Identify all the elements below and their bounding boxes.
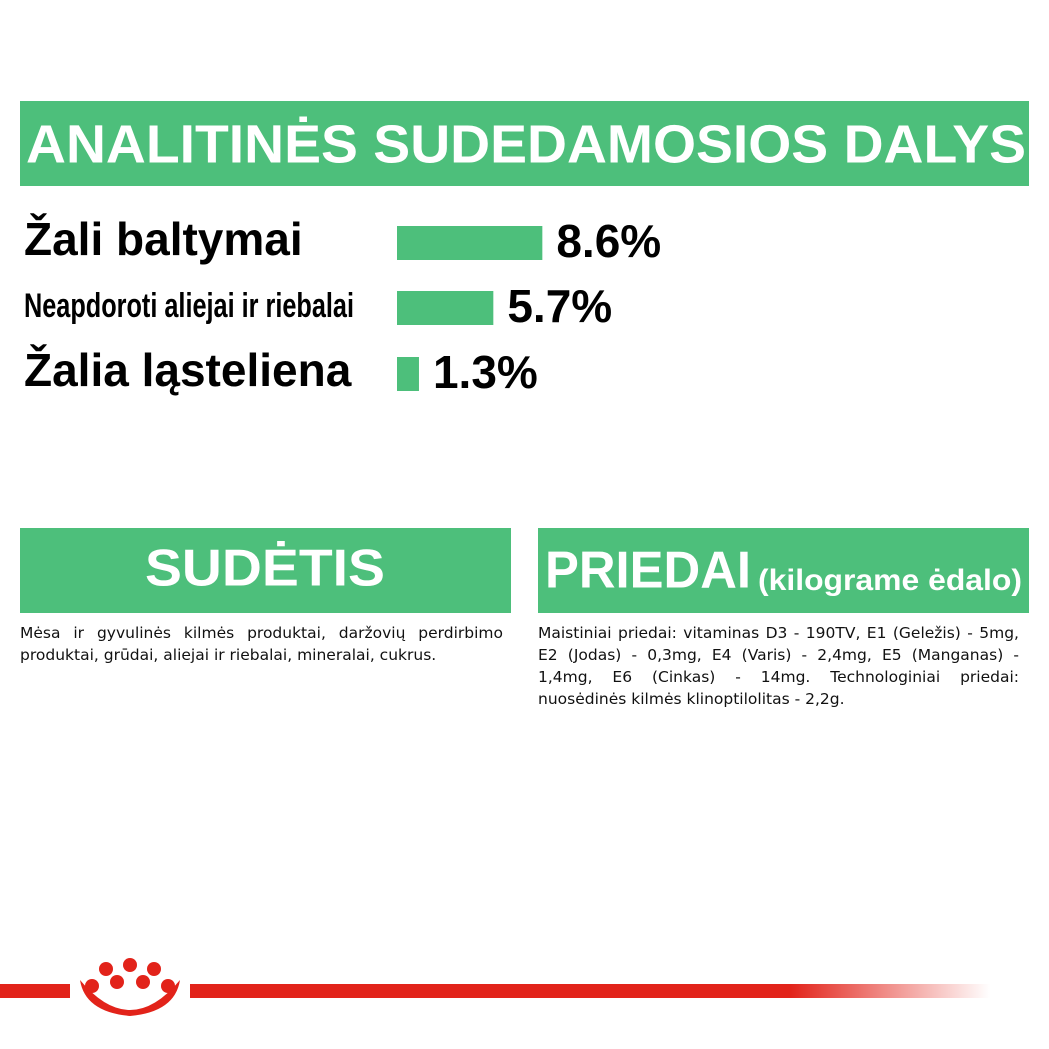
logo [80, 958, 180, 1016]
footer-line [0, 984, 70, 998]
header-band [20, 101, 1029, 186]
section-band [20, 528, 511, 613]
section-band [538, 528, 1029, 613]
section-title: PRIEDAI [545, 542, 751, 600]
footer [0, 958, 990, 1016]
chart-title: ANALITINĖS SUDEDAMOSIOS DALYS [26, 114, 1026, 174]
section-title: SUDĖTIS [145, 540, 385, 598]
bar [397, 291, 494, 325]
category-label: Žali baltymai [24, 213, 303, 265]
value-label: 1.3% [433, 346, 538, 398]
category-label: Neapdoroti aliejai ir riebalai [24, 287, 354, 325]
bar [397, 226, 543, 260]
section-subtitle: (kilograme ėdalo) [758, 564, 1022, 597]
value-label: 8.6% [556, 215, 661, 267]
value-label: 5.7% [507, 280, 612, 332]
category-label: Žalia ląsteliena [24, 344, 352, 396]
section-text: Maistiniai priedai: vitaminas D3 - 190TV… [538, 624, 1019, 708]
footer-line [190, 984, 990, 998]
section-text: Mėsa ir gyvulinės kilmės produktai, darž… [20, 624, 503, 664]
bar [397, 357, 419, 391]
